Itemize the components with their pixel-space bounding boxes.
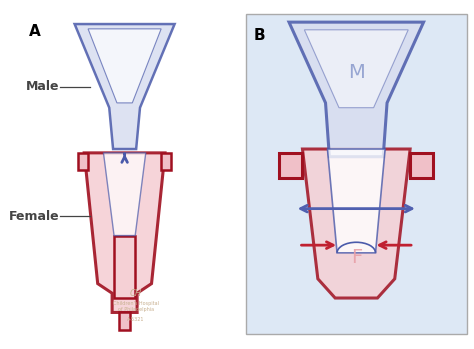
Text: M: M xyxy=(348,62,365,82)
Text: A-5321: A-5321 xyxy=(128,317,145,322)
Polygon shape xyxy=(289,22,424,157)
Text: Female: Female xyxy=(9,210,59,223)
Polygon shape xyxy=(74,24,174,149)
Polygon shape xyxy=(161,153,171,170)
Polygon shape xyxy=(410,153,433,178)
Bar xyxy=(114,236,135,298)
Bar xyxy=(119,312,130,330)
Bar xyxy=(246,14,467,334)
Text: B: B xyxy=(254,28,265,43)
Polygon shape xyxy=(79,153,88,170)
Text: F: F xyxy=(351,248,362,267)
Polygon shape xyxy=(103,153,146,236)
Polygon shape xyxy=(302,149,410,298)
Text: Male: Male xyxy=(26,80,59,93)
Text: CH: CH xyxy=(130,289,142,298)
Polygon shape xyxy=(88,29,161,103)
Polygon shape xyxy=(328,149,385,253)
Polygon shape xyxy=(84,153,165,312)
Text: A: A xyxy=(28,24,40,39)
Polygon shape xyxy=(279,153,302,178)
Polygon shape xyxy=(304,30,408,108)
Text: Children's Hospital
of Philadelphia: Children's Hospital of Philadelphia xyxy=(113,301,159,312)
